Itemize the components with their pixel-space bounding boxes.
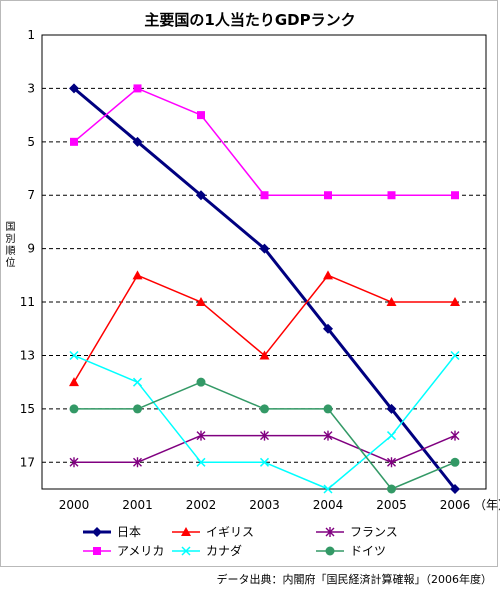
legend-item-5-marker [181, 546, 191, 556]
series-4-line [73, 87, 455, 196]
series-2-point [450, 297, 460, 307]
y-tick-label: 17 [20, 455, 35, 469]
y-tick-label: 5 [27, 135, 35, 149]
series-6-point [196, 377, 206, 387]
series-layer [69, 83, 460, 494]
y-tick-label: 9 [27, 242, 35, 256]
y-tick-label: 13 [20, 348, 35, 362]
series-1-line [73, 87, 457, 490]
legend-item-4: アメリカ [83, 544, 164, 558]
series-4-point [387, 191, 396, 200]
series-2-point [386, 297, 397, 307]
legend-item-1-marker [92, 527, 102, 537]
series-4-point [133, 84, 142, 93]
x-axis-unit: （年） [474, 498, 500, 512]
legend-item-5: カナダ [172, 543, 242, 558]
y-tick-label: 1 [27, 28, 35, 42]
series-6-point [323, 404, 333, 414]
series-5-line [73, 354, 456, 490]
series-1-point [259, 243, 270, 254]
legend-item-1-label: 日本 [117, 525, 141, 539]
series-6-point [387, 484, 396, 494]
series-1-point [132, 136, 143, 147]
series-4-point [260, 191, 269, 200]
legend-item-6-label: ドイツ [350, 544, 386, 558]
series-4-point [451, 191, 459, 200]
series-5-point [259, 457, 270, 467]
series-1-point [69, 83, 79, 94]
series-4-point [324, 191, 332, 200]
series-1-point [196, 190, 206, 201]
x-tick-label: 2002 [186, 498, 217, 512]
x-tick-label: 2000 [59, 498, 90, 512]
series-5-point [132, 377, 143, 387]
series-3-point [69, 457, 79, 468]
series-2 [69, 270, 460, 387]
series-3-point [387, 457, 396, 468]
series-1-point [386, 403, 397, 414]
series-3-point [450, 430, 460, 441]
x-tick-label: 2004 [313, 498, 344, 512]
series-6-point [450, 457, 460, 467]
series-6-point [133, 404, 142, 414]
x-tick-label: 2005 [376, 498, 407, 512]
plot-area [41, 34, 487, 490]
series-6-point [260, 404, 269, 414]
series-2-point [132, 270, 143, 280]
legend-item-2-marker [181, 527, 191, 536]
series-2-point [69, 377, 79, 387]
series-6 [69, 377, 460, 494]
y-tick-label: 7 [27, 188, 35, 202]
y-tick-label: 15 [20, 402, 35, 416]
series-1-point [323, 323, 333, 334]
series-3-point [133, 457, 142, 468]
series-5-point [69, 350, 79, 361]
series-2-point [259, 350, 270, 360]
series-6-point [69, 404, 79, 414]
legend-item-5-label: カナダ [206, 543, 242, 558]
series-2-point [196, 297, 206, 307]
legend-item-1: 日本 [83, 525, 141, 539]
series-5-point [450, 350, 460, 361]
legend-item-2: イギリス [172, 525, 254, 539]
series-3-point [323, 430, 333, 441]
series-1 [69, 83, 460, 494]
legend-item-4-label: アメリカ [117, 544, 164, 558]
series-2-line [73, 274, 455, 383]
series-3 [69, 430, 460, 468]
source-note: データ出典：内閣府「国民経済計算確報」（2006年度） [216, 573, 493, 586]
legend-item-3-marker [325, 527, 335, 537]
legend-item-4-marker [93, 547, 101, 555]
y-tick-label: 11 [20, 295, 35, 309]
x-axis-ticks: 2000 2001 2002 2003 2004 2005 2006（年） [59, 498, 500, 512]
series-4 [70, 84, 459, 200]
x-tick-label: 2006 [440, 498, 471, 512]
series-5-point [323, 484, 333, 494]
series-5 [69, 350, 460, 494]
x-tick-label: 2003 [249, 498, 280, 512]
chart-title: 主要国の1人当たりGDPランク [144, 11, 355, 29]
legend-item-3: フランス [316, 525, 398, 539]
series-3-point [196, 430, 206, 441]
series-5-point [386, 431, 397, 441]
series-3-point [260, 430, 269, 441]
series-1-point [450, 484, 460, 494]
y-tick-label: 3 [27, 81, 35, 95]
y-axis-label: 国別順位 [5, 222, 16, 269]
series-4-point [70, 137, 78, 146]
legend-item-3-label: フランス [350, 525, 398, 539]
series-2-point [323, 270, 333, 280]
legend-item-6-marker [325, 546, 335, 556]
x-tick-label: 2001 [122, 498, 153, 512]
legend-item-2-label: イギリス [206, 525, 254, 539]
series-4-point [197, 111, 205, 120]
legend-item-6: ドイツ [316, 544, 386, 558]
series-5-point [196, 457, 206, 467]
